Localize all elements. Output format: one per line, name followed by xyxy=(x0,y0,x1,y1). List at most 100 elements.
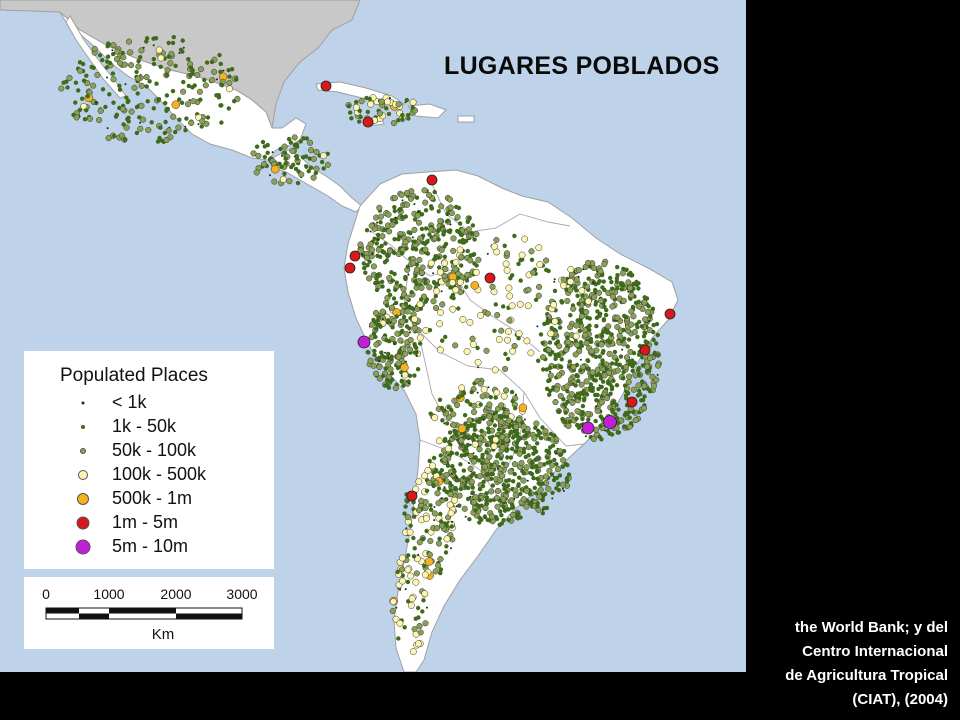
populated-place-dot xyxy=(509,389,515,395)
populated-place-dot xyxy=(120,54,127,61)
populated-place-dot xyxy=(386,228,393,235)
populated-place-dot xyxy=(458,384,466,392)
populated-place-dot xyxy=(600,285,605,290)
populated-place-dot xyxy=(398,191,405,198)
populated-place-dot xyxy=(585,358,590,363)
populated-place-dot xyxy=(453,486,458,491)
populated-place-dot xyxy=(540,481,545,486)
populated-place-dot xyxy=(373,341,380,348)
populated-place-dot xyxy=(392,237,397,242)
populated-place-dot xyxy=(525,286,532,293)
populated-place-dot xyxy=(403,276,408,282)
populated-place-dot xyxy=(383,366,388,371)
populated-place-dot xyxy=(553,475,555,478)
populated-place-dot xyxy=(524,302,532,310)
populated-place-dot xyxy=(151,56,156,62)
populated-place-dot xyxy=(476,473,483,480)
populated-place-dot xyxy=(384,98,391,106)
populated-place-dot xyxy=(567,324,574,331)
populated-place-dot xyxy=(441,408,447,413)
populated-place-dot xyxy=(400,214,405,220)
populated-place-dot xyxy=(278,146,283,152)
populated-place-dot xyxy=(533,425,538,430)
populated-place-dot xyxy=(66,74,73,81)
major-city-dot xyxy=(664,308,676,320)
populated-place-dot xyxy=(371,252,374,255)
populated-place-dot xyxy=(427,458,432,464)
populated-place-dot xyxy=(531,435,538,442)
populated-place-dot xyxy=(412,514,417,519)
populated-place-dot xyxy=(94,71,101,79)
populated-place-dot xyxy=(415,507,423,514)
populated-place-dot xyxy=(418,284,425,291)
populated-place-dot xyxy=(471,437,476,442)
populated-place-dot xyxy=(216,95,222,100)
populated-place-dot xyxy=(466,417,473,424)
populated-place-dot xyxy=(589,369,596,376)
populated-place-dot xyxy=(493,302,498,307)
populated-place-dot xyxy=(164,93,170,98)
populated-place-dot xyxy=(166,40,171,46)
populated-place-dot xyxy=(293,166,299,172)
populated-place-dot xyxy=(407,601,415,609)
populated-place-dot xyxy=(427,537,434,545)
populated-place-dot xyxy=(300,155,306,160)
populated-place-dot xyxy=(199,124,204,129)
populated-place-dot xyxy=(452,266,459,273)
populated-place-dot xyxy=(372,348,377,354)
populated-place-dot xyxy=(377,213,384,220)
populated-place-dot xyxy=(131,84,138,91)
populated-place-dot xyxy=(475,419,480,424)
populated-place-dot xyxy=(443,535,451,543)
populated-place-dot xyxy=(538,435,544,441)
populated-place-dot xyxy=(352,103,360,111)
populated-place-dot xyxy=(492,436,500,444)
populated-place-dot xyxy=(196,88,203,95)
populated-place-dot xyxy=(367,241,374,248)
populated-place-dot xyxy=(580,410,585,415)
populated-place-dot xyxy=(555,452,557,455)
populated-place-dot xyxy=(592,282,595,284)
populated-place-dot xyxy=(448,228,453,233)
populated-place-dot xyxy=(546,436,551,442)
megacity-dot xyxy=(603,415,617,429)
populated-place-dot xyxy=(281,154,283,157)
populated-place-dot xyxy=(558,364,564,370)
populated-place-dot xyxy=(622,383,628,388)
populated-place-dot xyxy=(535,244,543,252)
populated-place-dot xyxy=(414,212,421,219)
populated-place-dot xyxy=(631,350,637,356)
populated-place-dot xyxy=(437,556,444,563)
populated-place-dot xyxy=(358,114,363,120)
populated-place-dot xyxy=(194,71,201,79)
populated-place-dot xyxy=(552,399,559,406)
populated-place-dot xyxy=(547,372,554,379)
populated-place-dot xyxy=(434,562,442,569)
populated-place-dot xyxy=(550,490,555,495)
populated-place-dot xyxy=(540,511,545,516)
populated-place-dot xyxy=(561,402,567,407)
map-canvas xyxy=(0,0,679,672)
populated-place-dot xyxy=(458,486,463,492)
populated-place-dot xyxy=(614,367,621,374)
populated-place-dot xyxy=(513,423,520,430)
populated-place-dot xyxy=(149,120,154,125)
populated-place-dot xyxy=(653,376,660,383)
populated-place-dot xyxy=(452,469,457,474)
populated-place-dot xyxy=(117,83,122,89)
populated-place-dot xyxy=(610,361,615,366)
populated-place-dot xyxy=(173,129,178,135)
populated-place-dot xyxy=(597,279,602,284)
populated-place-dot xyxy=(412,239,417,244)
populated-place-dot xyxy=(627,290,630,293)
populated-place-dot xyxy=(188,73,193,78)
populated-place-dot xyxy=(441,456,448,463)
populated-place-dot xyxy=(414,282,419,287)
populated-place-dot xyxy=(179,100,185,106)
populated-place-dot xyxy=(155,46,163,54)
populated-place-dot xyxy=(598,384,601,387)
populated-place-dot xyxy=(422,199,429,206)
populated-place-dot xyxy=(585,366,590,372)
populated-place-dot xyxy=(626,373,633,380)
populated-place-dot xyxy=(437,536,442,541)
